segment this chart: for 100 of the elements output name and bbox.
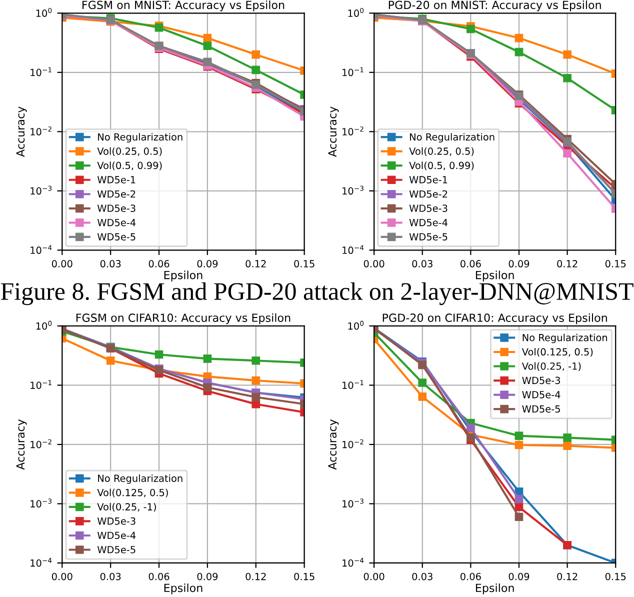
point <box>252 376 260 385</box>
point <box>252 392 260 402</box>
x-axis-title: Epsilon <box>164 270 202 282</box>
legend-label: Vol(0.25, -1) <box>97 502 156 512</box>
x-tick-label: 0.06 <box>148 572 170 580</box>
chart-title: FGSM on CIFAR10: Accuracy vs Epsilon <box>76 313 290 324</box>
y-tick-label: 10$^{−1}$ <box>30 380 52 389</box>
legend-label: WD5e-3 <box>409 204 448 212</box>
chart-title: FGSM on MNIST: Accuracy vs Epsilon <box>82 0 284 12</box>
point <box>563 442 572 450</box>
x-tick-label: 0.09 <box>197 572 218 580</box>
point <box>514 494 524 504</box>
point <box>106 356 115 365</box>
legend-label: WD5e-2 <box>97 190 136 198</box>
x-tick-label: 0.12 <box>557 260 578 268</box>
legend-label: WD5e-2 <box>409 190 448 198</box>
point <box>418 392 427 401</box>
y-axis-title: Accuracy <box>16 419 27 470</box>
y-tick-label: 10$^{−2}$ <box>342 439 364 448</box>
x-axis-title: Epsilon <box>476 270 514 282</box>
legend-label: WD5e-5 <box>409 233 448 240</box>
point <box>154 350 164 359</box>
y-tick-label: 10$^{−1}$ <box>342 380 364 389</box>
y-tick-label: 10$^{0}$ <box>36 320 52 330</box>
x-tick-label: 0.03 <box>100 260 121 268</box>
y-tick-label: 10$^{−3}$ <box>30 498 52 508</box>
point <box>252 356 260 365</box>
point <box>514 502 524 512</box>
caption: Figure 8. FGSM and PGD-20 attack on 2-layer-DNN@MNIST <box>0 282 634 306</box>
point <box>418 378 427 387</box>
point <box>514 34 524 42</box>
x-tick-label: 0.00 <box>364 572 384 580</box>
x-tick-label: 0.15 <box>294 572 314 580</box>
legend-label: WD5e-3 <box>97 204 136 212</box>
y-tick-label: 10$^{0}$ <box>348 320 364 330</box>
legend-label: WD5e-5 <box>97 546 136 554</box>
point <box>514 440 524 450</box>
chart-title: PGD-20 on MNIST: Accuracy vs Epsilon <box>388 0 601 12</box>
x-tick-label: 0.09 <box>508 260 530 268</box>
legend-label: WD5e-5 <box>522 405 560 413</box>
y-tick-label: 10$^{−4}$ <box>342 558 364 567</box>
y-axis-title: Accuracy <box>16 106 27 157</box>
x-tick-label: 0.00 <box>364 260 384 268</box>
point <box>563 74 572 82</box>
y-tick-label: 10$^{0}$ <box>36 8 52 17</box>
legend-label: Vol(0.5, 0.99) <box>409 162 474 170</box>
point <box>514 48 524 56</box>
x-tick-label: 0.06 <box>460 260 481 268</box>
x-tick-label: 0.03 <box>412 572 432 580</box>
x-tick-label: 0.06 <box>148 260 170 268</box>
y-tick-label: 10$^{0}$ <box>348 8 364 17</box>
y-tick-label: 10$^{−3}$ <box>342 498 364 508</box>
point <box>563 434 572 442</box>
x-tick-label: 0.00 <box>52 260 72 268</box>
legend-label: Vol(0.125, 0.5) <box>97 488 168 498</box>
x-tick-label: 0.12 <box>557 572 578 580</box>
legend-label: WD5e-3 <box>522 376 560 384</box>
legend-label: No Regularization <box>98 133 182 142</box>
legend-label: WD5e-4 <box>97 532 136 540</box>
point <box>514 512 524 522</box>
legend-label: WD5e-5 <box>97 233 136 240</box>
chart-title: PGD-20 on CIFAR10: Accuracy vs Epsilon <box>382 313 607 324</box>
x-tick-label: 0.03 <box>100 572 121 580</box>
x-tick-label: 0.15 <box>605 572 626 580</box>
y-tick-label: 10$^{−2}$ <box>342 126 364 136</box>
point <box>563 50 572 59</box>
legend-label: WD5e-4 <box>522 391 560 398</box>
legend-label: Vol(0.25, 0.5) <box>97 147 162 156</box>
legend-label: Vol(0.125, 0.5) <box>522 348 593 357</box>
y-tick-label: 10$^{−2}$ <box>30 439 52 448</box>
legend-label: WD5e-1 <box>409 176 448 184</box>
point <box>203 354 212 363</box>
legend-label: Vol(0.25, 0.5) <box>409 147 474 156</box>
x-tick-label: 0.12 <box>246 260 266 268</box>
y-axis-title: Accuracy <box>328 106 339 157</box>
x-tick-label: 0.12 <box>246 572 266 580</box>
x-tick-label: 0.09 <box>508 572 530 580</box>
point <box>203 42 212 50</box>
legend-label: WD5e-1 <box>97 176 136 184</box>
x-tick-label: 0.06 <box>460 572 481 580</box>
y-axis-title: Accuracy <box>328 419 339 470</box>
x-tick-label: 0.00 <box>52 572 72 580</box>
y-tick-label: 10$^{−3}$ <box>342 186 364 195</box>
legend-label: WD5e-4 <box>97 218 136 226</box>
y-tick-label: 10$^{−4}$ <box>30 245 52 254</box>
x-tick-label: 0.15 <box>294 260 314 268</box>
legend-label: No Regularization <box>98 474 182 484</box>
legend-label: Vol(0.5, 0.99) <box>97 162 162 170</box>
x-tick-label: 0.15 <box>605 260 626 268</box>
legend-label: No Regularization <box>522 334 608 344</box>
y-tick-label: 10$^{−3}$ <box>30 186 52 195</box>
point <box>514 432 524 440</box>
y-tick-label: 10$^{−4}$ <box>342 245 364 254</box>
legend-label: WD5e-4 <box>409 218 448 226</box>
x-axis-title: Epsilon <box>476 583 514 594</box>
point <box>466 24 475 34</box>
y-tick-label: 10$^{−2}$ <box>30 126 52 136</box>
point <box>252 66 260 74</box>
legend-label: WD5e-3 <box>97 517 136 525</box>
x-axis-title: Epsilon <box>164 583 202 594</box>
